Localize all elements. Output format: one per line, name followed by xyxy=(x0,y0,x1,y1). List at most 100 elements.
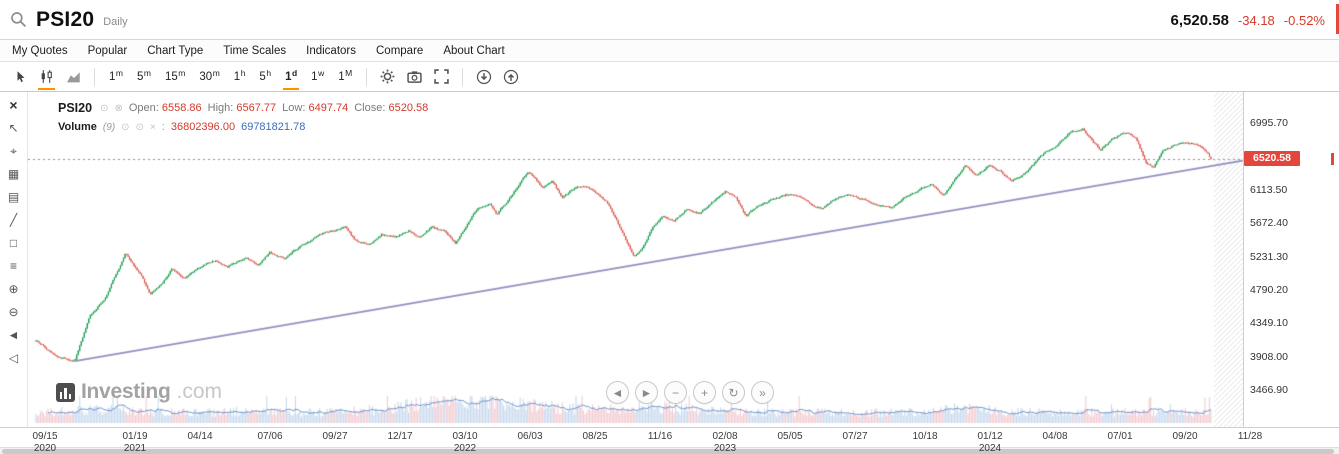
time-tick: 02/08 2023 xyxy=(712,431,738,454)
alert-strip xyxy=(1336,4,1339,34)
volume-legend: Volume (9) ⊙ ⊙ × : 36802396.00 69781821.… xyxy=(58,121,305,133)
symbol-title: PSI20 xyxy=(36,7,95,31)
interval-label: Daily xyxy=(103,16,128,28)
menu-item-time-scales[interactable]: Time Scales xyxy=(223,44,287,57)
high-value: 6567.77 xyxy=(236,102,277,114)
search-icon[interactable] xyxy=(10,11,27,28)
time-tick: 11/28 xyxy=(1237,431,1263,442)
volume-ma-value: 69781821.78 xyxy=(241,121,306,133)
pointer-icon[interactable]: ↖ xyxy=(8,121,19,135)
go-latest-button[interactable]: » xyxy=(751,381,774,404)
time-tick: 06/03 xyxy=(517,431,543,442)
zoom-out-button[interactable]: − xyxy=(664,381,687,404)
time-tick: 09/27 xyxy=(322,431,348,442)
volume-remove-icon[interactable]: × xyxy=(149,121,156,133)
time-tick: 09/20 xyxy=(1172,431,1198,442)
zoom-out-icon[interactable]: ⊖ xyxy=(8,305,19,319)
rectangle-icon[interactable]: □ xyxy=(9,236,18,250)
price-tick: 5672.40 xyxy=(1250,217,1288,230)
toolbar-divider xyxy=(366,67,368,86)
indicators-icon[interactable]: ▦ xyxy=(7,167,20,181)
trendline-icon[interactable]: ╱ xyxy=(9,213,18,227)
menu-item-my-quotes[interactable]: My Quotes xyxy=(12,44,68,57)
low-value: 6497.74 xyxy=(308,102,349,114)
menu-item-popular[interactable]: Popular xyxy=(87,44,128,57)
load-chart-icon[interactable] xyxy=(497,64,524,90)
scrollbar-handle[interactable] xyxy=(2,449,1334,454)
pan-right-icon[interactable]: ◁ xyxy=(8,351,19,365)
candlestick-type-icon[interactable] xyxy=(33,64,60,90)
last-price: 6,520.58 xyxy=(1170,11,1229,29)
pointer-tool-icon[interactable] xyxy=(6,64,33,90)
legend-symbol: PSI20 xyxy=(58,101,93,115)
time-tick: 07/27 xyxy=(842,431,868,442)
volume-label: Volume xyxy=(58,121,97,133)
price-change: -34.18 xyxy=(1237,12,1275,28)
price-tick: 4349.10 xyxy=(1250,317,1288,330)
price-axis[interactable]: 6995.70 6113.50 5672.40 5231.30 4790.20 4349.… xyxy=(1243,92,1339,427)
time-tick: 04/14 xyxy=(187,431,213,442)
volume-settings-icon[interactable]: ⊙ xyxy=(135,121,144,133)
menu-item-compare[interactable]: Compare xyxy=(376,44,424,57)
close-label: Close: xyxy=(354,102,386,114)
time-tick: 12/17 xyxy=(387,431,413,442)
chart-toolbar: 1 m 5 m 15 m 30 m 1 h 5 h 1 d 1 w 1 M xyxy=(0,62,1339,92)
price-tick: 3466.90 xyxy=(1250,384,1288,397)
pan-right-button[interactable]: ► xyxy=(635,381,658,404)
fullscreen-icon[interactable] xyxy=(428,64,455,90)
chart-canvas[interactable] xyxy=(28,92,1243,427)
close-value: 6520.58 xyxy=(388,102,429,114)
toolbar-divider xyxy=(462,67,464,86)
reset-zoom-button[interactable]: ↻ xyxy=(722,381,745,404)
pan-left-button[interactable]: ◄ xyxy=(606,381,629,404)
menu-bar: My Quotes Popular Chart Type Time Scales Ind… xyxy=(0,40,1339,62)
horizontal-scrollbar xyxy=(0,447,1339,454)
ohlc-legend: PSI20 ⊙ ⊗ Open: 6558.86 High: 6567.77 Lo… xyxy=(58,101,428,115)
low-label: Low: xyxy=(282,102,306,114)
open-value: 6558.86 xyxy=(161,102,202,114)
crosshair-icon[interactable]: ⌖ xyxy=(10,143,17,158)
visibility-toggle-icon[interactable]: ⊙ xyxy=(100,102,109,114)
patterns-icon[interactable]: ▤ xyxy=(7,190,20,204)
volume-visibility-icon[interactable]: ⊙ xyxy=(121,121,130,133)
settings-icon[interactable] xyxy=(374,64,401,90)
time-tick: 08/25 xyxy=(582,431,608,442)
remove-series-icon[interactable]: ⊗ xyxy=(114,102,123,114)
zoom-in-icon[interactable]: ⊕ xyxy=(8,282,19,296)
timeframe-30m-button[interactable]: 30 m xyxy=(199,67,220,83)
time-axis[interactable]: 09/15 2020 01/19 2021 04/14 07/06 09/27 12/17 03… xyxy=(0,427,1339,454)
open-label: Open: xyxy=(128,102,159,114)
price-change-percent: -0.52% xyxy=(1283,12,1325,28)
time-tick: 04/08 xyxy=(1042,431,1068,442)
high-label: High: xyxy=(207,102,234,114)
price-tick: 5231.30 xyxy=(1250,250,1288,263)
timeframe-15m-button[interactable]: 15 m xyxy=(165,67,186,83)
price-tick: 4790.20 xyxy=(1250,284,1288,296)
menu-item-about-chart[interactable]: About Chart xyxy=(443,44,505,57)
pan-left-icon[interactable]: ◄ xyxy=(7,328,20,342)
price-alert-marker xyxy=(1331,153,1334,165)
area-type-icon[interactable] xyxy=(60,64,87,90)
time-tick: 09/15 2020 xyxy=(32,431,58,454)
time-tick: 07/01 xyxy=(1107,431,1133,442)
time-tick: 03/10 2022 xyxy=(452,431,478,454)
close-tools-icon[interactable]: × xyxy=(9,97,18,113)
price-tick: 6113.50 xyxy=(1250,183,1288,196)
camera-icon[interactable] xyxy=(401,64,428,90)
time-tick: 11/16 xyxy=(647,431,673,442)
fibonacci-icon[interactable]: ≡ xyxy=(9,259,17,273)
menu-item-chart-type[interactable]: Chart Type xyxy=(147,44,204,57)
price-tick: 6995.70 xyxy=(1250,117,1288,129)
menu-item-indicators[interactable]: Indicators xyxy=(306,44,356,57)
price-tick: 3908.00 xyxy=(1250,350,1288,363)
zoom-in-button[interactable]: + xyxy=(693,381,716,404)
save-chart-icon[interactable] xyxy=(470,64,497,90)
